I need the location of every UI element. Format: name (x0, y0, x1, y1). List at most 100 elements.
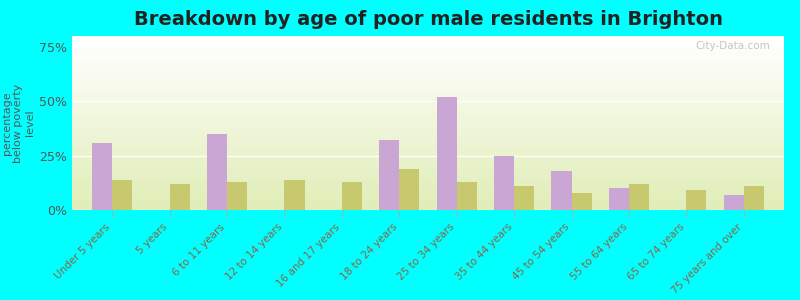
Bar (72, 135, 784, 137)
Bar (72, 193, 784, 194)
Bar (72, 132, 784, 134)
Bar (724, 195, 744, 210)
Bar (72, 182, 784, 184)
Bar (72, 78, 784, 80)
Bar (72, 196, 784, 198)
Bar (72, 57, 784, 58)
Bar (72, 160, 784, 161)
Bar (72, 97, 784, 99)
Bar (72, 62, 784, 64)
Bar (72, 172, 784, 173)
Bar (72, 200, 784, 201)
Bar (72, 43, 784, 45)
Bar (72, 38, 784, 40)
Bar (72, 52, 784, 53)
Bar (72, 69, 784, 71)
Bar (72, 48, 784, 50)
Bar (72, 128, 784, 130)
Bar (72, 153, 784, 154)
Bar (686, 190, 706, 210)
Bar (72, 64, 784, 66)
Bar (72, 170, 784, 172)
Bar (379, 140, 399, 210)
Bar (72, 76, 784, 78)
Bar (72, 127, 784, 128)
Bar (72, 93, 784, 95)
Bar (170, 184, 190, 210)
Bar (72, 137, 784, 139)
Bar (72, 119, 784, 121)
Bar (514, 186, 534, 210)
Bar (72, 203, 784, 205)
Bar (551, 171, 571, 210)
Bar (72, 86, 784, 88)
Bar (72, 147, 784, 149)
Bar (72, 81, 784, 83)
Bar (72, 107, 784, 109)
Bar (72, 168, 784, 170)
Bar (72, 177, 784, 179)
Bar (72, 151, 784, 153)
Bar (72, 109, 784, 111)
Bar (72, 74, 784, 76)
Bar (72, 90, 784, 92)
Bar (72, 40, 784, 41)
Bar (72, 58, 784, 60)
Bar (72, 121, 784, 123)
Bar (72, 186, 784, 188)
Bar (72, 36, 784, 38)
Y-axis label: percentage
below poverty
level: percentage below poverty level (2, 83, 35, 163)
Bar (744, 186, 764, 210)
Bar (72, 106, 784, 107)
Bar (629, 184, 649, 210)
Bar (72, 85, 784, 86)
Bar (72, 99, 784, 100)
Bar (72, 165, 784, 167)
Bar (72, 114, 784, 116)
Text: City-Data.com: City-Data.com (695, 41, 770, 51)
Bar (72, 67, 784, 69)
Bar (72, 205, 784, 206)
Bar (72, 188, 784, 189)
Bar (72, 139, 784, 140)
Bar (72, 206, 784, 208)
Bar (399, 169, 419, 210)
Bar (72, 201, 784, 203)
Bar (72, 41, 784, 43)
Bar (72, 146, 784, 147)
Bar (72, 156, 784, 158)
Bar (72, 100, 784, 102)
Bar (72, 73, 784, 74)
Bar (72, 88, 784, 90)
Bar (72, 50, 784, 52)
Bar (72, 55, 784, 57)
Bar (72, 46, 784, 48)
Bar (92, 142, 112, 210)
Bar (72, 173, 784, 175)
Title: Breakdown by age of poor male residents in Brighton: Breakdown by age of poor male residents … (134, 10, 722, 29)
Bar (72, 142, 784, 144)
Bar (571, 193, 592, 210)
Bar (72, 194, 784, 196)
Bar (72, 60, 784, 62)
Bar (609, 188, 629, 210)
Bar (112, 179, 132, 210)
Bar (72, 144, 784, 146)
Bar (72, 66, 784, 67)
Bar (72, 161, 784, 163)
Bar (72, 53, 784, 55)
Bar (72, 140, 784, 142)
Bar (207, 134, 227, 210)
Bar (72, 149, 784, 151)
Bar (72, 179, 784, 180)
Bar (72, 198, 784, 200)
Bar (72, 45, 784, 46)
Bar (72, 80, 784, 81)
Bar (72, 118, 784, 119)
Bar (72, 123, 784, 125)
Bar (72, 134, 784, 135)
Bar (72, 154, 784, 156)
Bar (72, 184, 784, 186)
Bar (342, 182, 362, 210)
Bar (457, 182, 477, 210)
